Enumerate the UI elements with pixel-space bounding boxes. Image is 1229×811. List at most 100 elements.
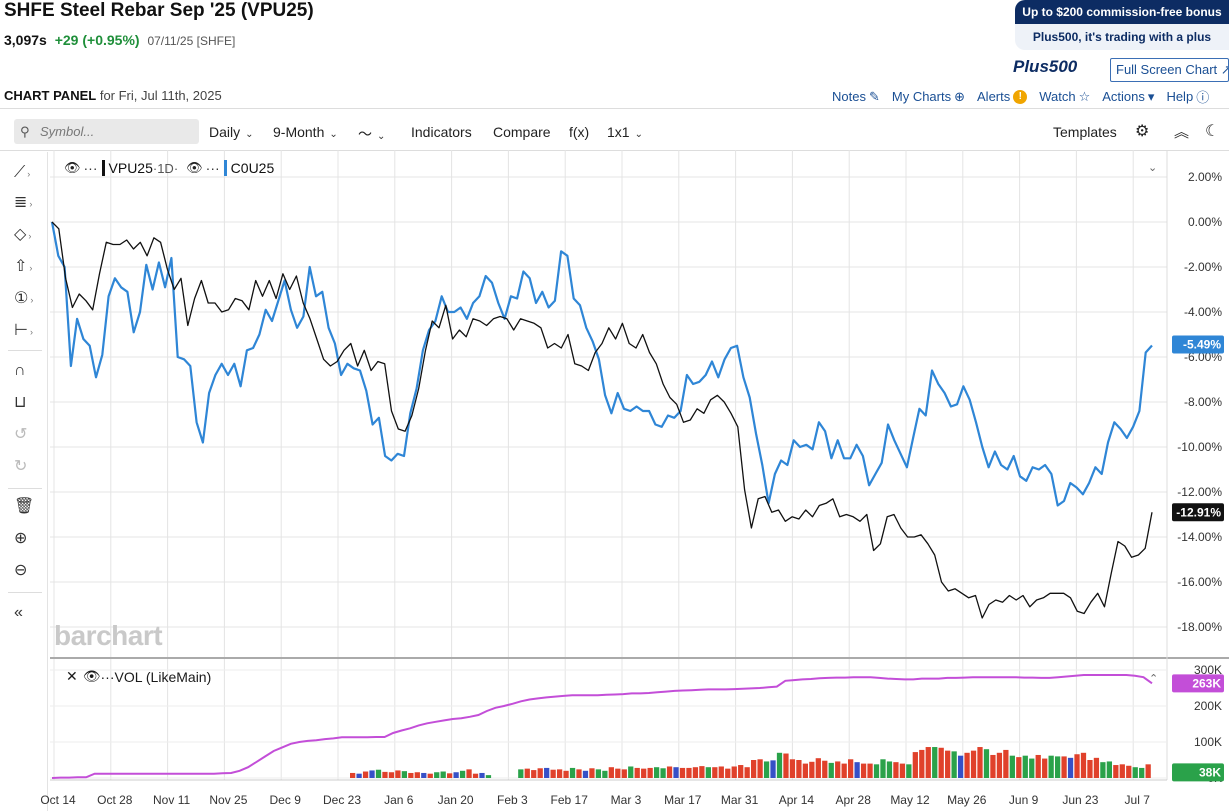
volume-bar (1042, 758, 1048, 778)
volume-bar (983, 749, 990, 778)
measure-tool-icon[interactable]: ⊢ › (14, 322, 33, 339)
eye-icon[interactable]: 👁 (64, 160, 81, 175)
volume-bar (1035, 754, 1041, 778)
unlock-icon[interactable]: ⊔ (14, 394, 27, 411)
templates-button[interactable]: Templates (1053, 124, 1117, 140)
chevron-up-icon[interactable]: ⌃ (1149, 673, 1159, 685)
volume-bar (350, 772, 356, 778)
volume-bar (576, 769, 582, 778)
volume-bar (873, 764, 880, 778)
volume-bar (932, 747, 938, 778)
volume-bar (692, 767, 699, 778)
volume-bar (401, 771, 408, 778)
eye-icon[interactable]: 👁 (186, 160, 203, 175)
undo-icon[interactable]: ↺ (14, 426, 28, 443)
compare-button[interactable]: Compare (493, 124, 551, 140)
volume-label[interactable]: VOL (LikeMain) (114, 668, 212, 685)
chevron-down-icon: ⌄ (377, 131, 386, 142)
barchart-watermark: barchart (54, 620, 163, 651)
y-tick-label: 2.00% (1188, 170, 1222, 184)
volume-bar (867, 763, 873, 778)
moon-icon[interactable]: ☾ (1205, 123, 1220, 140)
help-link[interactable]: Help ⓘ (1166, 87, 1209, 106)
volume-bar (718, 766, 724, 778)
volume-bar (589, 768, 595, 778)
chevron-down-icon[interactable]: ⌄ (1148, 162, 1158, 174)
compare-symbol[interactable]: C0U25 (230, 160, 275, 176)
volume-bar (938, 747, 944, 778)
y-tick-label: -16.00% (1177, 575, 1222, 589)
magnet-icon[interactable]: ∩ (14, 362, 26, 379)
chart-lines (50, 221, 1153, 779)
notes-link[interactable]: Notes ✎ (832, 87, 880, 106)
volume-bar (699, 766, 705, 778)
gear-icon[interactable]: ⚙ (1135, 123, 1150, 140)
range-dropdown[interactable]: 9-Month ⌄ (273, 124, 338, 140)
volume-bar (945, 750, 951, 778)
fib-tool-icon[interactable]: ≣ › (14, 194, 33, 211)
volume-y-tick-label: 300K (1194, 663, 1222, 677)
chart-grid (50, 150, 1229, 781)
price-chart[interactable]: 2.00%0.00%-2.00%-4.00%-6.00%-8.00%-10.00… (0, 150, 1229, 811)
y-axis: 2.00%0.00%-2.00%-4.00%-6.00%-8.00%-10.00… (1172, 170, 1224, 785)
chart-type-dropdown[interactable]: 〜 ⌄ (358, 124, 385, 144)
symbol-input[interactable]: ⚲ Symbol... (14, 119, 199, 144)
chevron-down-icon: ⌄ (245, 129, 254, 140)
volume-bar (1087, 760, 1093, 778)
volume-bar (893, 762, 899, 778)
x-tick-label: Jun 9 (1009, 793, 1039, 807)
shape-tool-icon[interactable]: ◇ › (14, 226, 32, 243)
more-icon[interactable]: ··· (83, 160, 98, 176)
zoom-out-icon[interactable]: ⊖ (14, 562, 28, 579)
volume-bar (369, 770, 375, 778)
volume-bar (1145, 764, 1151, 778)
pencil-icon: ✎ (868, 88, 880, 104)
promo-line-2[interactable]: Plus500, it's trading with a plus (1015, 24, 1229, 50)
more-icon[interactable]: ··· (100, 668, 115, 685)
volume-bar (544, 767, 550, 778)
series-line-c0u25 (50, 221, 1153, 507)
volume-bar (705, 767, 711, 778)
chart-legend: 👁 ··· VPU25 ·1D· 👁 ··· C0U25 (64, 160, 274, 176)
volume-bar (408, 772, 414, 778)
watch-link[interactable]: Watch ☆ (1039, 87, 1090, 106)
fx-button[interactable]: f(x) (569, 124, 590, 140)
volume-bar (1022, 755, 1028, 778)
x-tick-label: May 12 (890, 793, 930, 807)
full-screen-chart-button[interactable]: Full Screen Chart ↗ (1110, 58, 1229, 82)
eye-icon[interactable]: 👁 (82, 668, 101, 684)
volume-line (51, 674, 1153, 779)
main-symbol[interactable]: VPU25 (108, 160, 153, 176)
volume-bar (1016, 757, 1022, 778)
plus500-logo[interactable]: Plus500 (1013, 57, 1078, 76)
volume-bar (1119, 764, 1125, 778)
my-charts-link[interactable]: My Charts ⊕ (892, 87, 965, 106)
volume-bar (569, 767, 576, 778)
volume-bar (977, 747, 983, 778)
close-icon[interactable]: ✕ (66, 668, 78, 684)
actions-link[interactable]: Actions ▾ (1102, 87, 1154, 106)
promo-line-1[interactable]: Up to $200 commission-free bonus (1015, 0, 1229, 24)
promo-banner[interactable]: Up to $200 commission-free bonus Plus500… (1015, 0, 1229, 50)
layout-dropdown[interactable]: 1x1 ⌄ (607, 124, 643, 140)
indicators-button[interactable]: Indicators (411, 124, 472, 140)
collapse-up-icon[interactable]: ︽ (1174, 124, 1190, 141)
zoom-in-icon[interactable]: ⊕ (14, 530, 28, 547)
more-icon[interactable]: ··· (205, 160, 220, 176)
trash-icon[interactable]: 🗑 (14, 498, 35, 515)
volume-bar (809, 761, 815, 778)
help-label: Help (1166, 89, 1194, 104)
x-tick-label: Nov 11 (153, 793, 190, 807)
volume-bar (1074, 754, 1080, 778)
main-last-value-label: -12.91% (1176, 505, 1221, 519)
alerts-link[interactable]: Alerts! (977, 87, 1028, 106)
interval-dropdown[interactable]: Daily ⌄ (209, 124, 254, 140)
annotation-tool-icon[interactable]: ① › (14, 290, 34, 307)
redo-icon[interactable]: ↻ (14, 458, 28, 475)
volume-y-tick-label: 200K (1194, 699, 1222, 713)
collapse-sidebar-icon[interactable]: « (14, 604, 23, 621)
arrow-tool-icon[interactable]: ⇧ › (14, 258, 33, 275)
main-period: ·1D· (152, 160, 179, 176)
line-tool-icon[interactable]: ⟋ › (14, 164, 31, 181)
main-last-value-label-bg (1172, 503, 1224, 522)
